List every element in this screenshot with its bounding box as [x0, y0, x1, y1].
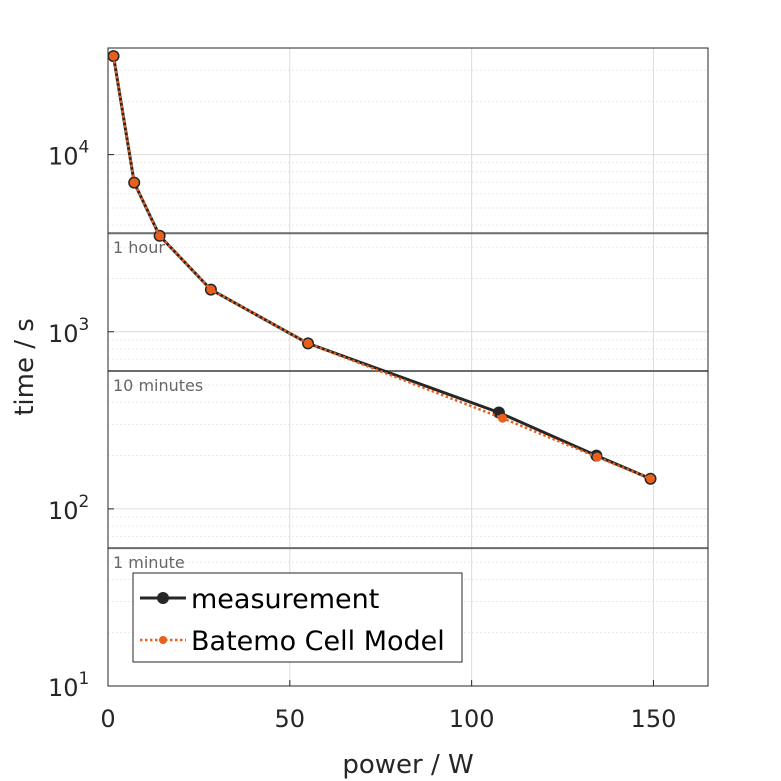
- x-axis-label: power / W: [342, 750, 473, 780]
- legend: measurement Batemo Cell Model: [132, 572, 463, 663]
- data-point-model: [646, 474, 655, 484]
- x-tick-label: 50: [275, 705, 306, 733]
- data-point-model: [129, 178, 139, 188]
- reference-line-label: 10 minutes: [113, 376, 203, 395]
- y-tick-label: 102: [48, 492, 89, 525]
- legend-box: [132, 572, 463, 663]
- legend-measurement-marker: [157, 592, 169, 604]
- x-tick-label: 150: [631, 705, 677, 733]
- reference-line-label: 1 minute: [113, 553, 185, 572]
- series-layer: [107, 50, 657, 485]
- data-point-model: [109, 51, 118, 61]
- data-point-model: [155, 231, 165, 241]
- data-point-model: [498, 413, 507, 423]
- reference-lines: 1 hour 10 minutes 1 minute: [108, 232, 708, 572]
- legend-model-label: Batemo Cell Model: [191, 626, 445, 657]
- legend-model-marker: [159, 636, 167, 644]
- tick-layer: 0 50 100 150 101 102 103 104: [48, 138, 676, 733]
- y-tick-label: 103: [48, 315, 89, 348]
- reference-line-label: 1 hour: [113, 238, 165, 257]
- legend-measurement-label: measurement: [191, 584, 379, 615]
- x-tick-label: 100: [449, 705, 495, 733]
- plot-frame: [107, 47, 709, 687]
- x-tick-label: 0: [100, 705, 115, 733]
- series-line-model: [112, 55, 651, 480]
- y-tick-label: 104: [48, 138, 89, 171]
- data-point-model: [206, 285, 216, 295]
- data-point-model: [303, 338, 313, 348]
- y-tick-label: 101: [48, 669, 89, 702]
- data-point-model: [592, 452, 602, 462]
- y-axis-label: time / s: [10, 318, 40, 416]
